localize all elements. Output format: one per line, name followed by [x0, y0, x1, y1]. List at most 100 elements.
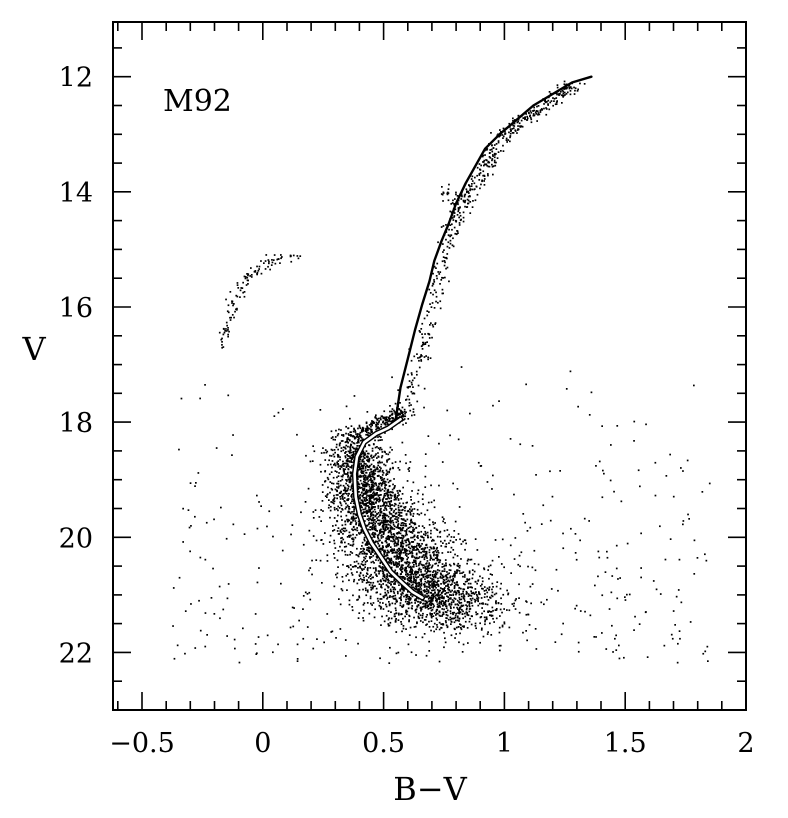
data-point — [339, 529, 342, 532]
data-point — [412, 512, 415, 515]
data-point — [574, 89, 576, 92]
data-point — [487, 173, 489, 175]
data-point — [465, 206, 468, 208]
data-point — [349, 447, 352, 450]
data-point — [424, 570, 427, 572]
data-point — [188, 526, 191, 529]
data-point — [370, 553, 372, 555]
data-point — [442, 611, 445, 614]
data-point — [514, 599, 517, 602]
data-point — [378, 500, 380, 503]
data-point — [344, 455, 347, 457]
data-point — [397, 539, 400, 542]
data-point — [495, 602, 497, 605]
data-point — [435, 594, 437, 597]
data-point — [334, 451, 336, 454]
data-point — [512, 132, 515, 134]
data-point — [412, 522, 415, 524]
data-point — [426, 623, 428, 626]
data-point — [370, 422, 372, 425]
data-point — [330, 487, 333, 490]
data-point — [347, 494, 349, 497]
data-point — [501, 538, 504, 541]
data-point — [447, 551, 449, 553]
data-point — [396, 590, 399, 593]
data-point — [470, 558, 473, 561]
data-point — [371, 536, 373, 539]
data-point — [256, 494, 258, 497]
data-point — [352, 594, 354, 597]
data-point — [438, 598, 441, 601]
data-point — [415, 527, 417, 529]
data-point — [483, 178, 486, 180]
data-point — [302, 543, 305, 546]
data-point — [337, 550, 340, 552]
data-point — [450, 546, 453, 549]
data-point — [411, 607, 413, 610]
data-point — [382, 571, 385, 573]
data-point — [226, 635, 228, 637]
data-point — [447, 188, 450, 190]
data-point — [509, 544, 512, 547]
data-point — [424, 530, 427, 533]
data-point — [309, 567, 312, 569]
data-point — [368, 612, 371, 615]
data-point — [365, 482, 367, 485]
data-point — [362, 466, 364, 469]
data-point — [436, 583, 439, 586]
data-point — [391, 376, 393, 379]
data-point — [547, 104, 549, 106]
data-point — [375, 587, 378, 590]
data-point — [549, 92, 552, 95]
data-point — [431, 593, 434, 596]
data-point — [363, 484, 366, 486]
data-point — [707, 660, 709, 662]
data-point — [430, 547, 433, 550]
data-point — [213, 613, 216, 615]
data-point — [473, 182, 476, 185]
data-point — [333, 462, 336, 465]
data-point — [247, 279, 249, 282]
data-point — [435, 573, 438, 576]
data-point — [199, 397, 201, 400]
data-point — [182, 507, 184, 510]
data-point — [486, 164, 488, 167]
data-point — [351, 566, 354, 568]
data-point — [442, 251, 444, 253]
data-point — [205, 521, 208, 524]
data-point — [397, 540, 400, 543]
data-point — [433, 289, 436, 292]
data-point — [457, 626, 460, 628]
data-point — [362, 508, 364, 511]
data-point — [360, 548, 362, 550]
data-point — [484, 163, 486, 166]
data-point — [344, 550, 346, 553]
data-point — [465, 593, 468, 595]
data-point — [431, 564, 434, 567]
data-point — [432, 558, 434, 561]
data-point — [333, 497, 336, 499]
data-point — [518, 122, 521, 125]
data-point — [382, 504, 385, 507]
data-point — [574, 552, 577, 554]
data-point — [383, 531, 385, 533]
data-point — [383, 550, 385, 553]
data-point — [362, 476, 365, 478]
data-point — [354, 436, 357, 439]
data-point — [478, 179, 481, 181]
data-point — [374, 446, 377, 449]
data-point — [357, 441, 359, 443]
data-point — [363, 453, 365, 456]
data-point — [370, 483, 373, 486]
data-point — [432, 325, 435, 328]
data-point — [408, 596, 411, 598]
data-point — [413, 616, 415, 619]
data-point — [557, 93, 560, 95]
data-point — [339, 496, 341, 498]
data-point — [471, 206, 474, 208]
data-point — [357, 482, 360, 485]
data-point — [550, 588, 553, 590]
data-point — [369, 474, 371, 476]
data-point — [331, 488, 334, 491]
data-point — [458, 593, 461, 596]
